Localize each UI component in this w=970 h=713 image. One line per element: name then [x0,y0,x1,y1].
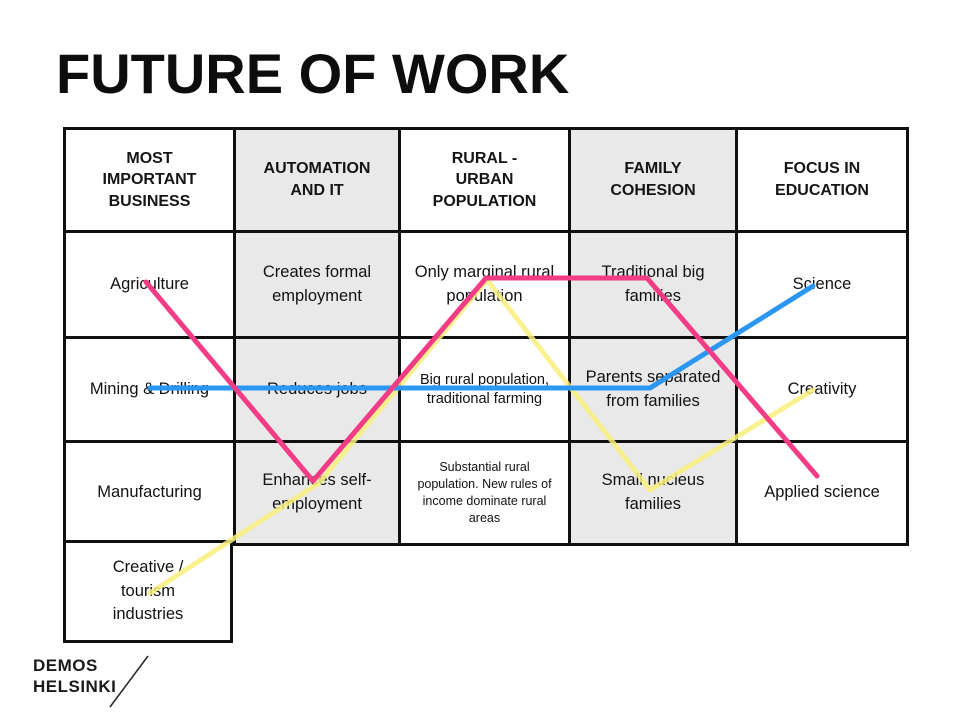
cell-creates-formal-employment: Creates formal employment [233,230,401,339]
col-header-family-cohesion: FAMILY COHESION [568,127,738,233]
cell-manufacturing: Manufacturing [63,440,236,546]
page-title: FUTURE OF WORK [56,42,570,105]
cell-substantial-rural-population: Substantial rural population. New rules … [398,440,571,546]
scenario-table: MOST IMPORTANT BUSINESS AUTOMATION AND I… [63,127,909,546]
cell-enhances-self-employment: Enhances self-employment [233,440,401,546]
table-row: Manufacturing Enhances self-employment S… [63,440,909,546]
col-header-most-important-business: MOST IMPORTANT BUSINESS [63,127,236,233]
demos-helsinki-logo: DEMOS HELSINKI [33,656,116,697]
cell-applied-science: Applied science [735,440,909,546]
table-row: Agriculture Creates formal employment On… [63,230,909,339]
cell-creative-tourism-industries: Creative / tourism industries [63,540,233,643]
logo-line1: DEMOS [33,656,98,675]
header-row: MOST IMPORTANT BUSINESS AUTOMATION AND I… [63,127,909,233]
cell-only-marginal-rural-population: Only marginal rural population [398,230,571,339]
col-header-rural-urban-population: RURAL - URBAN POPULATION [398,127,571,233]
col-header-focus-in-education: FOCUS IN EDUCATION [735,127,909,233]
table-row: Mining & Drilling Reduces jobs Big rural… [63,336,909,443]
cell-reduces-jobs: Reduces jobs [233,336,401,443]
cell-small-nucleus-families: Small nucleus families [568,440,738,546]
cell-mining-drilling: Mining & Drilling [63,336,236,443]
col-header-automation-and-it: AUTOMATION AND IT [233,127,401,233]
cell-creativity: Creativity [735,336,909,443]
cell-science: Science [735,230,909,339]
cell-agriculture: Agriculture [63,230,236,339]
cell-big-rural-population: Big rural population, traditional farmin… [398,336,571,443]
cell-parents-separated: Parents separated from families [568,336,738,443]
cell-traditional-big-families: Traditional big families [568,230,738,339]
logo-line2: HELSINKI [33,676,117,696]
